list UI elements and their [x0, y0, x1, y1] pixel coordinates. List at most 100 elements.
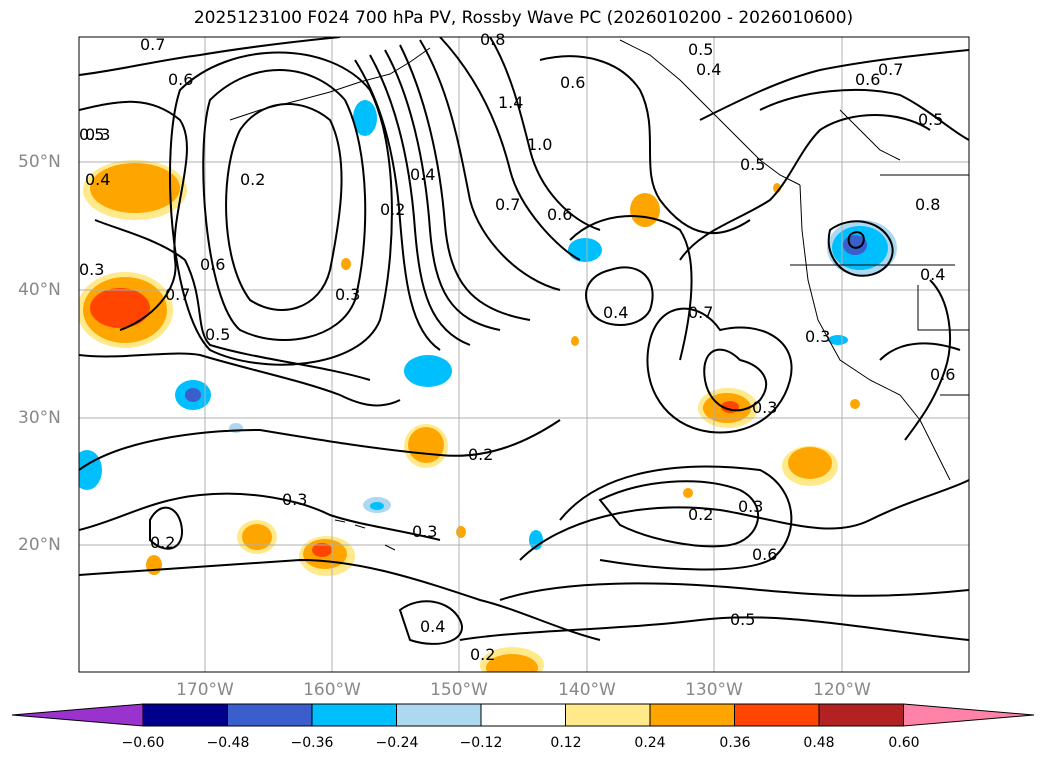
- colorbar-segment: [565, 703, 651, 727]
- pv-contours: [79, 37, 969, 645]
- colorbar-tick: 0.12: [550, 735, 582, 751]
- lat-label-40n: 40°N: [18, 280, 61, 300]
- contour-label: 0.3: [412, 522, 437, 541]
- contour-label: 0.6: [560, 73, 585, 92]
- contour-label: 0.5: [740, 155, 765, 174]
- colorbar-segment: [227, 703, 313, 727]
- lon-label-130w: 130°W: [685, 680, 743, 700]
- contour-label: 0.8: [480, 30, 505, 49]
- anomaly-negative-patch: [828, 335, 848, 345]
- anomaly-patches: [79, 100, 897, 672]
- colorbar-tick: −0.48: [206, 735, 250, 751]
- contour-label: 0.5: [79, 125, 104, 144]
- anomaly-positive-patch: [90, 288, 150, 328]
- colorbar-tick: 0.36: [719, 735, 751, 751]
- lon-label-170w: 170°W: [176, 680, 234, 700]
- contour-label: 0.3: [335, 285, 360, 304]
- anomaly-negative-patch: [404, 355, 452, 387]
- contour-label: 0.5: [205, 325, 230, 344]
- contour-label: 1.0: [527, 135, 552, 154]
- contour-label: 0.2: [468, 445, 493, 464]
- colorbar-tick: −0.60: [121, 735, 165, 751]
- lon-label-150w: 150°W: [430, 680, 488, 700]
- anomaly-negative-patch: [79, 450, 102, 490]
- anomaly-positive-patch: [341, 258, 351, 270]
- anomaly-positive-patch: [456, 526, 466, 538]
- contour-label: 0.4: [920, 265, 945, 284]
- anomaly-positive-patch: [683, 488, 693, 498]
- lon-label-120w: 120°W: [813, 680, 871, 700]
- contour-label: 0.7: [688, 303, 713, 322]
- contour-labels: 0.70.60.30.4 0.20.60.70.50.30.20.40.81.41…: [79, 30, 955, 664]
- colorbar-segment: [396, 703, 482, 727]
- lon-label-140w: 140°W: [558, 680, 616, 700]
- contour-label: 0.8: [915, 195, 940, 214]
- anomaly-positive-patch: [408, 427, 444, 463]
- contour-label: 0.6: [855, 70, 880, 89]
- anomaly-positive-patch: [788, 447, 832, 479]
- anomaly-negative-patch: [353, 100, 377, 136]
- colorbar-tick: 0.48: [803, 735, 835, 751]
- contour-label: 0.3: [738, 497, 763, 516]
- contour-label: 0.3: [752, 398, 777, 417]
- contour-label: 0.3: [282, 490, 307, 509]
- anomaly-positive-patch: [312, 543, 332, 557]
- contour-label: 0.5: [730, 610, 755, 629]
- colorbar-extend-high: [903, 703, 1035, 727]
- anomaly-positive-patch: [486, 654, 538, 672]
- contour-label: 0.7: [165, 285, 190, 304]
- anomaly-negative-patch: [185, 388, 201, 402]
- contour-label: 0.2: [240, 170, 265, 189]
- colorbar-tick: 0.24: [634, 735, 666, 751]
- colorbar-segment: [142, 703, 228, 727]
- contour-label: 1.4: [498, 93, 523, 112]
- contour-label: 0.2: [470, 645, 495, 664]
- colorbar-segment: [649, 703, 735, 727]
- colorbar-extend-low: [11, 703, 144, 727]
- anomaly-positive-patch: [850, 399, 860, 409]
- gridlines: [79, 37, 969, 672]
- colorbar-segment: [818, 703, 904, 727]
- colorbar-segment: [480, 703, 566, 727]
- contour-label: 0.4: [85, 170, 110, 189]
- colorbar-tick: −0.24: [375, 735, 419, 751]
- colorbar-tick: 0.60: [888, 735, 920, 751]
- contour-label: 0.4: [696, 60, 721, 79]
- contour-label: 0.7: [495, 195, 520, 214]
- contour-label: 0.2: [688, 505, 713, 524]
- contour-label: 0.7: [140, 35, 165, 54]
- contour-label: 0.4: [410, 165, 435, 184]
- anomaly-positive-patch: [146, 555, 162, 575]
- plot-frame: [78, 36, 970, 673]
- anomaly-negative-patch: [568, 238, 602, 262]
- anomaly-positive-patch: [242, 524, 272, 550]
- anomaly-positive-patch: [571, 336, 579, 346]
- colorbar-segment: [734, 703, 820, 727]
- map-title: 2025123100 F024 700 hPa PV, Rossby Wave …: [193, 8, 854, 28]
- contour-label: 0.2: [380, 200, 405, 219]
- contour-label: 0.6: [930, 365, 955, 384]
- contour-label: 0.3: [85, 125, 110, 144]
- colorbar-tick: −0.36: [290, 735, 334, 751]
- colorbar-segment: [311, 703, 397, 727]
- contour-label: 0.4: [603, 303, 628, 322]
- contour-label: 0.4: [420, 617, 445, 636]
- contour-label: 0.6: [200, 255, 225, 274]
- contour-label: 0.3: [79, 260, 104, 279]
- lon-label-160w: 160°W: [303, 680, 361, 700]
- colorbar-tick: −0.12: [459, 735, 503, 751]
- lat-label-20n: 20°N: [18, 535, 61, 555]
- anomaly-negative-patch: [370, 502, 384, 510]
- contour-label: 0.5: [918, 110, 943, 129]
- contour-label: 0.6: [168, 70, 193, 89]
- contour-label: 0.6: [752, 545, 777, 564]
- colorbar: [11, 703, 1035, 727]
- contour-label: 0.6: [547, 205, 572, 224]
- anomaly-positive-patch: [90, 163, 180, 213]
- lat-label-30n: 30°N: [18, 408, 61, 428]
- contour-label: 0.7: [878, 60, 903, 79]
- lat-label-50n: 50°N: [18, 152, 61, 172]
- contour-label: 0.5: [688, 40, 713, 59]
- anomaly-positive-patch: [630, 193, 660, 227]
